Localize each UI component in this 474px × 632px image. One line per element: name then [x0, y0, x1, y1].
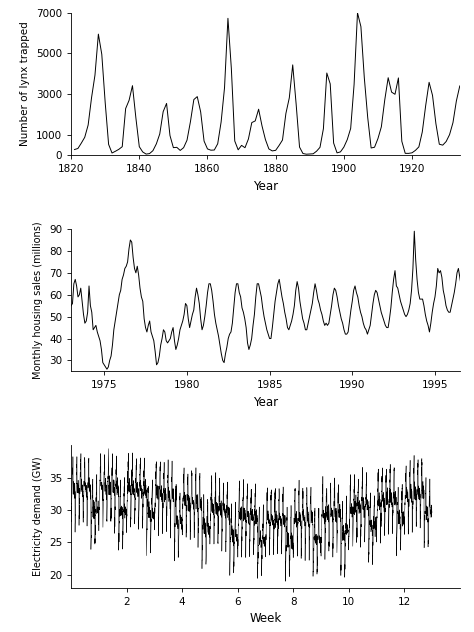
Y-axis label: Monthly housing sales (millions): Monthly housing sales (millions) [33, 221, 44, 379]
Y-axis label: Number of lynx trapped: Number of lynx trapped [20, 21, 30, 146]
Y-axis label: Electricity demand (GW): Electricity demand (GW) [33, 457, 43, 576]
X-axis label: Year: Year [253, 396, 278, 409]
X-axis label: Week: Week [249, 612, 282, 625]
X-axis label: Year: Year [253, 179, 278, 193]
